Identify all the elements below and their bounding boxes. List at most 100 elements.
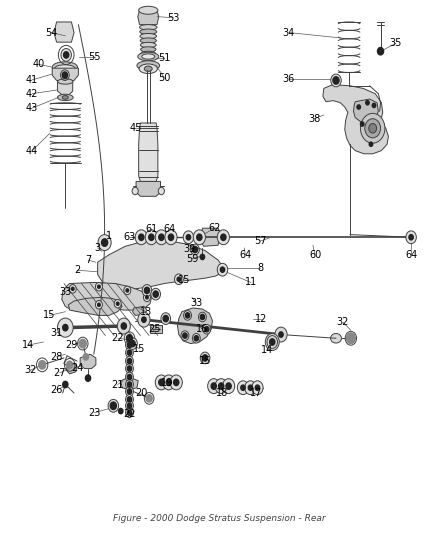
Circle shape (110, 402, 117, 409)
Circle shape (360, 114, 385, 143)
Ellipse shape (139, 64, 157, 74)
Text: 59: 59 (186, 254, 198, 263)
Circle shape (145, 287, 150, 294)
Circle shape (360, 122, 364, 126)
Text: 62: 62 (208, 223, 221, 233)
Circle shape (220, 267, 225, 272)
Circle shape (198, 312, 206, 322)
Circle shape (127, 403, 132, 408)
Circle shape (166, 379, 171, 385)
Ellipse shape (140, 29, 157, 34)
Text: 50: 50 (158, 73, 171, 83)
Circle shape (98, 303, 100, 306)
Ellipse shape (141, 47, 156, 52)
Ellipse shape (139, 6, 158, 14)
Text: 33: 33 (190, 297, 202, 308)
Circle shape (127, 359, 132, 364)
Text: 19: 19 (160, 378, 173, 389)
Circle shape (223, 378, 235, 393)
Circle shape (248, 385, 253, 390)
Circle shape (108, 399, 119, 412)
Ellipse shape (142, 54, 155, 59)
Circle shape (200, 352, 210, 364)
Circle shape (119, 408, 123, 414)
Text: 14: 14 (21, 340, 34, 350)
Text: 32: 32 (24, 365, 36, 375)
Circle shape (127, 343, 132, 348)
Circle shape (39, 361, 46, 369)
Polygon shape (323, 85, 389, 154)
Circle shape (126, 408, 134, 417)
Circle shape (126, 348, 134, 358)
Circle shape (67, 361, 73, 368)
Circle shape (146, 394, 152, 402)
Text: 43: 43 (26, 103, 38, 113)
Polygon shape (80, 354, 96, 368)
Circle shape (217, 263, 228, 276)
Circle shape (193, 230, 205, 245)
Circle shape (186, 235, 191, 240)
Circle shape (183, 333, 187, 338)
Polygon shape (177, 308, 212, 344)
Circle shape (127, 374, 132, 379)
Circle shape (369, 142, 373, 147)
Circle shape (406, 231, 417, 244)
Circle shape (127, 410, 132, 415)
Ellipse shape (140, 34, 156, 39)
Circle shape (221, 234, 226, 240)
Circle shape (245, 381, 256, 394)
Polygon shape (62, 282, 151, 312)
Circle shape (83, 354, 88, 360)
Text: 64: 64 (239, 250, 251, 260)
Text: 61: 61 (145, 224, 157, 235)
Ellipse shape (54, 64, 75, 72)
Circle shape (174, 274, 183, 285)
Circle shape (159, 379, 164, 385)
Circle shape (241, 385, 245, 390)
Text: 15: 15 (178, 275, 190, 285)
Circle shape (64, 52, 69, 58)
Text: 8: 8 (258, 263, 264, 272)
Circle shape (365, 119, 381, 138)
Circle shape (63, 325, 68, 331)
Circle shape (151, 288, 160, 300)
Circle shape (161, 313, 170, 325)
Text: 11: 11 (245, 278, 257, 287)
Circle shape (127, 382, 132, 387)
Circle shape (331, 74, 341, 87)
Text: 26: 26 (50, 385, 62, 395)
Text: 34: 34 (283, 28, 295, 38)
Text: 38: 38 (308, 114, 320, 124)
Ellipse shape (137, 61, 159, 70)
Text: 60: 60 (309, 250, 321, 260)
Circle shape (144, 293, 150, 302)
Circle shape (57, 318, 73, 337)
Text: 22: 22 (123, 409, 136, 419)
Text: 20: 20 (135, 388, 148, 398)
Ellipse shape (138, 52, 159, 61)
Text: 2: 2 (74, 265, 80, 275)
Text: 15: 15 (133, 344, 146, 354)
Text: 7: 7 (85, 255, 91, 265)
Circle shape (372, 103, 376, 108)
Text: 3: 3 (95, 243, 101, 253)
Circle shape (270, 339, 275, 345)
Circle shape (121, 323, 127, 329)
Circle shape (162, 375, 175, 390)
Text: 24: 24 (71, 362, 83, 373)
Ellipse shape (145, 66, 152, 71)
Polygon shape (138, 10, 159, 25)
Circle shape (126, 394, 134, 404)
Circle shape (98, 235, 111, 251)
Circle shape (132, 187, 138, 195)
Circle shape (79, 340, 86, 348)
Circle shape (357, 105, 360, 109)
Circle shape (215, 378, 227, 393)
Circle shape (217, 230, 230, 245)
Text: 33: 33 (59, 287, 71, 297)
Circle shape (98, 285, 100, 288)
Circle shape (275, 327, 287, 342)
Circle shape (126, 401, 134, 410)
Ellipse shape (141, 51, 155, 56)
Ellipse shape (52, 62, 78, 72)
